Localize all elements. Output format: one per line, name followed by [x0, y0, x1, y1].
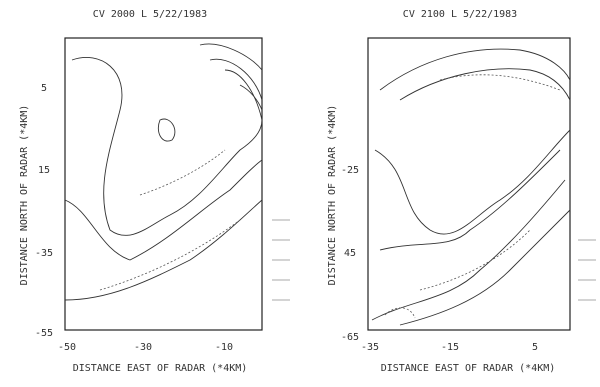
y-tick-label: -55: [35, 328, 53, 339]
contours: [64, 43, 263, 301]
panel-left: CV 2000 L 5/22/1983 5 15 -35 -55 -50 -30…: [19, 9, 263, 374]
panel-title: CV 2100 L 5/22/1983: [403, 9, 517, 20]
y-tick-label: -65: [341, 332, 359, 343]
y-tick-label: 5: [41, 83, 47, 94]
plot-frame: [367, 37, 571, 331]
x-tick-label: 5: [532, 342, 538, 353]
x-tick-label: -50: [58, 342, 76, 353]
x-tick-label: -10: [215, 342, 233, 353]
y-axis-label: DISTANCE NORTH OF RADAR (*4KM): [327, 105, 338, 286]
y-tick-label: 15: [38, 165, 50, 176]
x-tick-label: -30: [134, 342, 152, 353]
legend-scale: [272, 219, 596, 301]
x-axis-label: DISTANCE EAST OF RADAR (*4KM): [73, 363, 248, 374]
panel-right: CV 2100 L 5/22/1983 -25 45 -65 -35 -15 5…: [327, 9, 571, 374]
x-tick-label: -35: [361, 342, 379, 353]
x-tick-label: -15: [441, 342, 459, 353]
plot-frame: [64, 37, 263, 331]
x-axis-label: DISTANCE EAST OF RADAR (*4KM): [381, 363, 556, 374]
y-tick-label: -25: [341, 165, 359, 176]
contours: [371, 48, 571, 326]
y-axis-label: DISTANCE NORTH OF RADAR (*4KM): [19, 105, 30, 286]
panel-title: CV 2000 L 5/22/1983: [93, 9, 207, 20]
y-tick-label: -35: [35, 248, 53, 259]
y-tick-label: 45: [344, 248, 356, 259]
